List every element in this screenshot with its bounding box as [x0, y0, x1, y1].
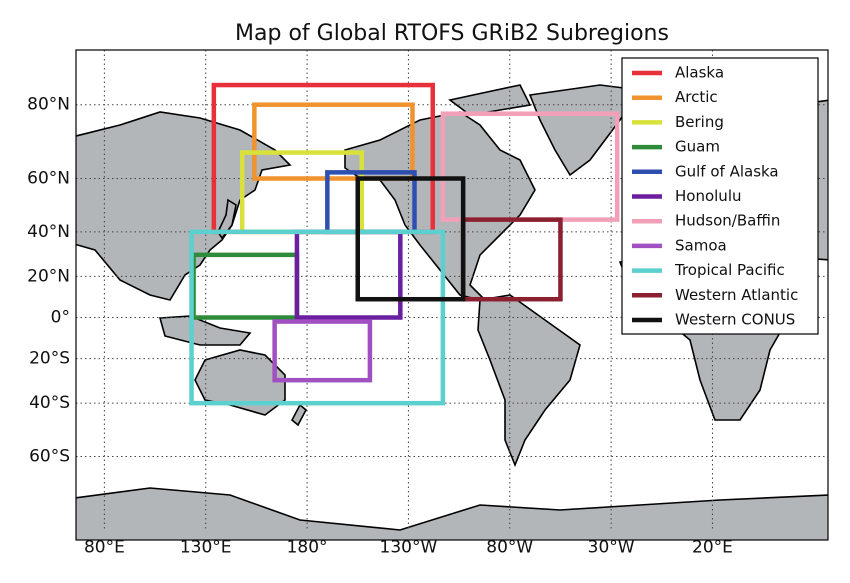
x-tick-label: 130°W	[380, 537, 438, 557]
plot-frame	[75, 49, 829, 541]
legend-label: Honolulu	[675, 187, 742, 205]
region-box	[272, 319, 373, 383]
antarctica	[76, 487, 828, 540]
x-tick-label: 180°	[287, 537, 328, 557]
japan	[217, 198, 237, 240]
south-america	[477, 294, 581, 468]
legend: Alaska Arctic Bering Guam Gulf of Alaska Hono…	[621, 57, 819, 335]
legend-label: Tropical Pacific	[674, 261, 785, 279]
region-box	[189, 229, 446, 406]
greenland	[528, 84, 642, 177]
legend-label: Arctic	[675, 88, 718, 106]
australia	[194, 349, 286, 416]
y-tick-label: 20°N	[27, 266, 70, 286]
legend-label: Bering	[675, 113, 724, 131]
legend-label: Guam	[675, 138, 720, 156]
x-tick-label: 80°E	[84, 537, 125, 557]
y-tick-label: 80°N	[27, 95, 70, 115]
legend-label: Hudson/Baffin	[675, 212, 780, 230]
y-tick-label: 60°N	[27, 169, 70, 189]
x-tick-label: 30°W	[588, 537, 635, 557]
x-tick-label: 20°E	[692, 537, 733, 557]
arctic-islands	[448, 84, 532, 116]
legend-label: Samoa	[675, 236, 727, 254]
legend-label: Alaska	[675, 64, 724, 82]
region-box	[355, 176, 466, 302]
north-america	[344, 111, 536, 306]
y-tick-label: 20°S	[29, 349, 70, 369]
x-tick-label: 80°W	[486, 537, 533, 557]
y-tick-label: 0°	[51, 308, 70, 328]
x-tick-label: 130°E	[180, 537, 232, 557]
map-title: Map of Global RTOFS GRiB2 Subregions	[235, 21, 669, 46]
region-box	[252, 102, 415, 181]
legend-label: Gulf of Alaska	[675, 162, 779, 180]
legend-label: Western CONUS	[675, 311, 795, 329]
y-tick-label: 40°N	[27, 222, 70, 242]
new-zealand	[290, 403, 308, 427]
y-tick-label: 60°S	[29, 447, 70, 467]
legend-label: Western Atlantic	[675, 286, 798, 304]
y-tick-label: 40°S	[29, 393, 70, 413]
regions	[189, 82, 620, 406]
